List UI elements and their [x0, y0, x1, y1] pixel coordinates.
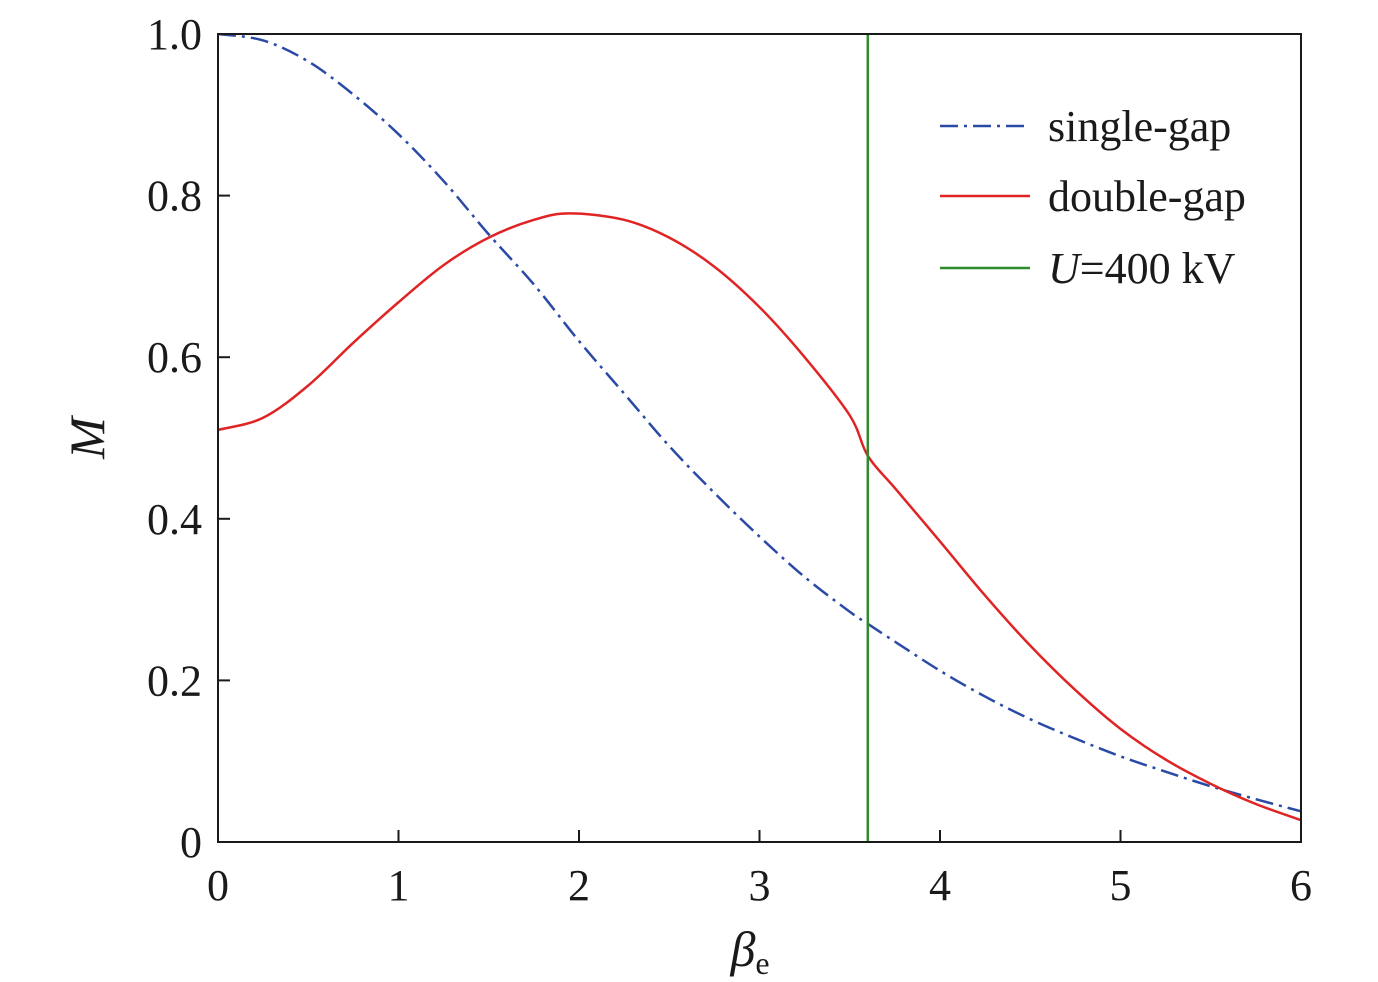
y-tick-label: 0.2 — [147, 656, 202, 705]
legend-label-double-gap: double-gap — [1048, 172, 1246, 221]
legend-label-u400-rest: =400 kV — [1080, 244, 1236, 293]
y-axis-label: M — [59, 415, 115, 460]
series-layer — [218, 34, 1301, 842]
y-tick-label: 0.8 — [147, 172, 202, 221]
x-axis: 0 1 2 3 4 5 6 — [207, 830, 1312, 910]
legend-label-u400: U=400 kV — [1048, 244, 1236, 293]
x-axis-label-symbol: β — [729, 921, 755, 977]
x-tick-label: 5 — [1110, 861, 1132, 910]
x-tick-label: 2 — [568, 861, 590, 910]
x-tick-label: 0 — [207, 861, 229, 910]
y-tick-label: 0.6 — [147, 333, 202, 382]
series-line-double-gap — [218, 212, 1301, 822]
y-tick-label: 0 — [180, 818, 202, 867]
plot-frame — [217, 33, 1302, 843]
legend-label-u400-italic: U — [1048, 244, 1083, 293]
y-tick-label: 1.0 — [147, 10, 202, 59]
y-axis: 0 0.2 0.4 0.6 0.8 1.0 — [147, 10, 230, 867]
x-axis-label: βe — [729, 921, 769, 981]
x-tick-label: 3 — [749, 861, 771, 910]
y-tick-label: 0.4 — [147, 495, 202, 544]
x-axis-label-subscript: e — [755, 945, 769, 981]
legend-label-single-gap: single-gap — [1048, 102, 1231, 151]
x-tick-label: 1 — [388, 861, 410, 910]
x-tick-label: 4 — [929, 861, 951, 910]
legend: single-gap double-gap U=400 kV — [940, 102, 1246, 293]
x-tick-label: 6 — [1290, 861, 1312, 910]
series-line-single-gap — [218, 34, 1301, 813]
